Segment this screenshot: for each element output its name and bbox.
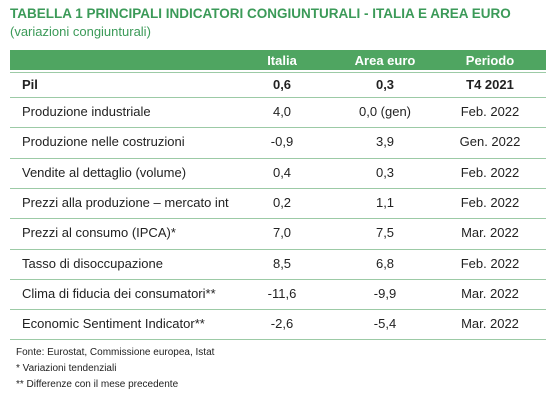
cell-value: 6,8 xyxy=(375,255,395,271)
row-label: Prezzi al consumo (IPCA)* xyxy=(22,225,176,241)
cell-value: -9,9 xyxy=(373,285,397,301)
cell-value: Feb. 2022 xyxy=(460,104,520,120)
cell-value: 0,2 xyxy=(272,195,292,211)
cell-value: 1,1 xyxy=(375,195,395,211)
row-separator xyxy=(10,72,546,73)
column-header: Periodo xyxy=(465,53,515,68)
row-label: Prezzi alla produzione – mercato int xyxy=(22,195,229,211)
cell-value: Mar. 2022 xyxy=(461,225,519,241)
cell-value: Feb. 2022 xyxy=(460,164,520,180)
row-separator xyxy=(10,97,546,98)
row-separator xyxy=(10,339,546,341)
row-separator xyxy=(10,278,546,280)
cell-value: 0,6 xyxy=(272,76,292,92)
row-separator xyxy=(10,127,546,129)
cell-value: Mar. 2022 xyxy=(461,285,519,301)
cell-value: 8,5 xyxy=(272,255,292,271)
row-separator xyxy=(10,218,546,220)
footnote: Fonte: Eurostat, Commissione europea, Is… xyxy=(16,347,215,358)
cell-value: 7,0 xyxy=(272,225,292,241)
title: TABELLA 1 PRINCIPALI INDICATORI CONGIUNT… xyxy=(10,6,511,21)
cell-value: -2,6 xyxy=(270,316,294,332)
cell-value: -0,9 xyxy=(270,134,294,150)
row-separator xyxy=(10,248,546,250)
header-bar xyxy=(10,50,546,70)
row-label: Economic Sentiment Indicator** xyxy=(22,316,205,332)
cell-value: Feb. 2022 xyxy=(460,255,520,271)
cell-value: -5,4 xyxy=(373,316,397,332)
cell-value: 0,3 xyxy=(375,76,395,92)
cell-value: Feb. 2022 xyxy=(460,195,520,211)
cell-value: 0,0 (gen) xyxy=(358,104,412,120)
footnote: ** Differenze con il mese precedente xyxy=(16,379,179,390)
row-label: Vendite al dettaglio (volume) xyxy=(22,164,187,180)
row-label: Pil xyxy=(22,76,38,92)
cell-value: 3,9 xyxy=(375,134,395,150)
column-header: Area euro xyxy=(354,53,416,68)
cell-value: 0,4 xyxy=(272,164,292,180)
cell-value: Gen. 2022 xyxy=(459,134,521,150)
row-label: Produzione industriale xyxy=(22,104,151,120)
cell-value: 7,5 xyxy=(375,225,395,241)
footnote: * Variazioni tendenziali xyxy=(16,363,117,374)
cell-value: Mar. 2022 xyxy=(461,316,519,332)
cell-value: 4,0 xyxy=(272,104,292,120)
row-separator xyxy=(10,157,546,159)
row-separator xyxy=(10,309,546,311)
row-label: Tasso di disoccupazione xyxy=(22,255,163,271)
column-header: Italia xyxy=(267,53,297,68)
row-separator xyxy=(10,187,546,189)
row-label: Produzione nelle costruzioni xyxy=(22,134,185,150)
subtitle: (variazioni congiunturali) xyxy=(10,24,151,39)
cell-value: T4 2021 xyxy=(466,76,514,92)
cell-value: 0,3 xyxy=(375,164,395,180)
row-label: Clima di fiducia dei consumatori** xyxy=(22,285,216,301)
cell-value: -11,6 xyxy=(267,285,297,301)
